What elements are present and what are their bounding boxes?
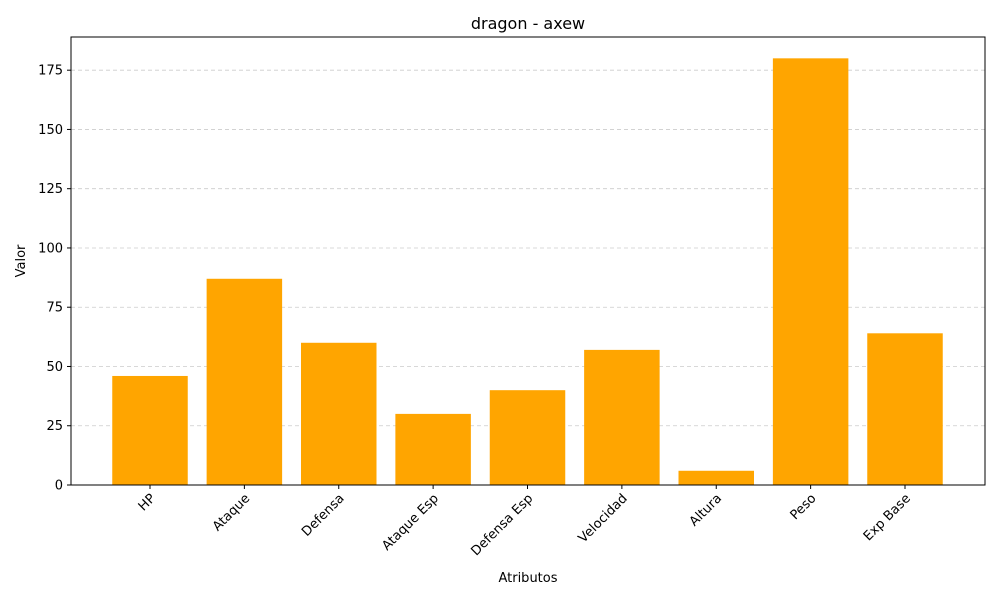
y-tick-label: 175 — [38, 64, 63, 79]
y-tick-label: 0 — [55, 479, 63, 494]
x-tick-label: Peso — [788, 491, 820, 523]
x-tick-label: Defensa Esp — [468, 491, 536, 559]
x-tick-label: HP — [136, 491, 159, 514]
chart-title: dragon - axew — [471, 14, 585, 33]
bar-defensa-esp — [489, 390, 566, 485]
bars — [112, 58, 943, 485]
x-tick-label: Exp Base — [861, 491, 914, 544]
bar-ataque-esp — [395, 413, 471, 485]
y-axis-label: Valor — [14, 244, 29, 277]
x-axis-label: Atributos — [498, 571, 557, 586]
bar-velocidad — [584, 349, 660, 485]
y-tick-label: 25 — [46, 419, 63, 434]
y-tick-label: 100 — [38, 241, 63, 256]
x-tick-label: Ataque Esp — [379, 491, 442, 554]
x-tick-label: Ataque — [210, 491, 253, 534]
bar-hp — [112, 375, 188, 485]
x-tick-label: Velocidad — [576, 491, 631, 546]
bar-peso — [772, 58, 849, 485]
y-tick-label: 75 — [46, 301, 63, 316]
bar-altura — [678, 470, 754, 485]
x-ticks: HP Ataque Defensa Ataque Esp Defensa Esp Velo… — [136, 485, 914, 559]
bar-exp-base — [867, 333, 943, 485]
y-tick-label: 50 — [46, 360, 63, 375]
y-tick-label: 150 — [38, 123, 63, 138]
bar-defensa — [301, 342, 377, 485]
x-tick-label: Defensa — [299, 491, 347, 539]
bar-ataque — [206, 278, 283, 485]
x-tick-label: Altura — [687, 491, 725, 529]
y-ticks: 0 25 50 75 100 125 150 175 — [38, 64, 71, 494]
y-tick-label: 125 — [38, 182, 63, 197]
